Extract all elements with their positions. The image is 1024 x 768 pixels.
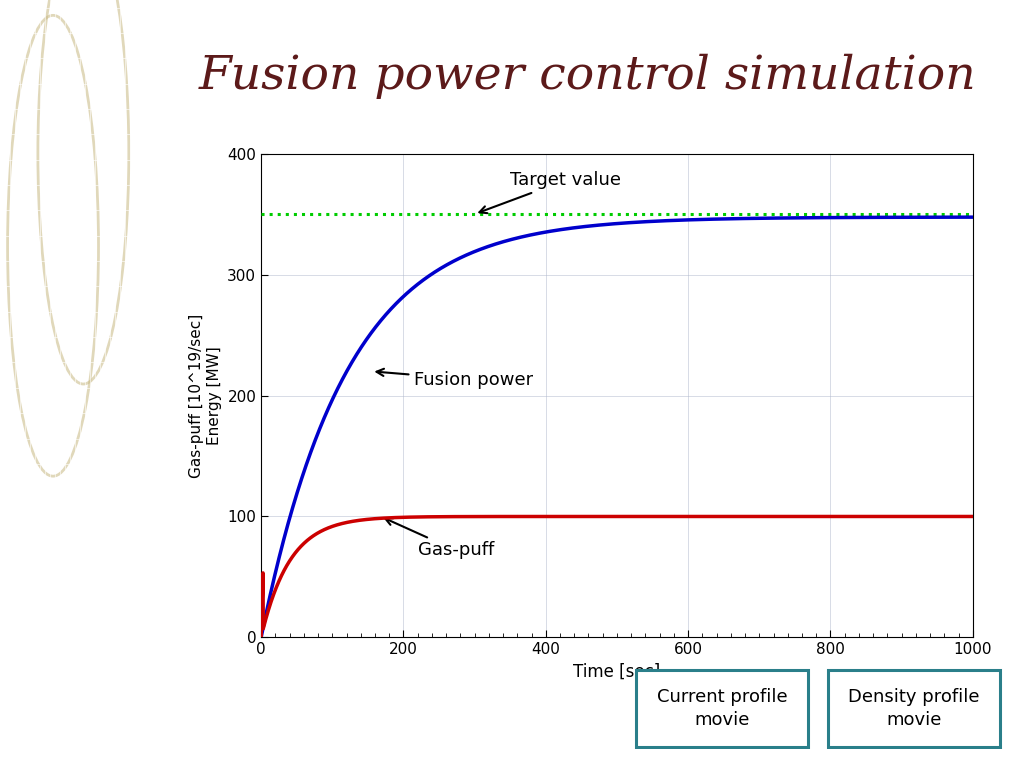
Text: Fusion power: Fusion power — [377, 369, 534, 389]
Text: Target value: Target value — [479, 171, 622, 214]
X-axis label: Time [sec]: Time [sec] — [573, 663, 660, 681]
FancyBboxPatch shape — [636, 670, 808, 747]
Text: Density profile
movie: Density profile movie — [848, 687, 980, 730]
Text: Current profile
movie: Current profile movie — [657, 687, 787, 730]
Y-axis label: Gas-puff [10^19/sec]
Energy [MW]: Gas-puff [10^19/sec] Energy [MW] — [189, 313, 222, 478]
FancyBboxPatch shape — [827, 670, 999, 747]
Text: Fusion power control simulation: Fusion power control simulation — [199, 54, 977, 98]
Text: Gas-puff: Gas-puff — [385, 518, 494, 559]
